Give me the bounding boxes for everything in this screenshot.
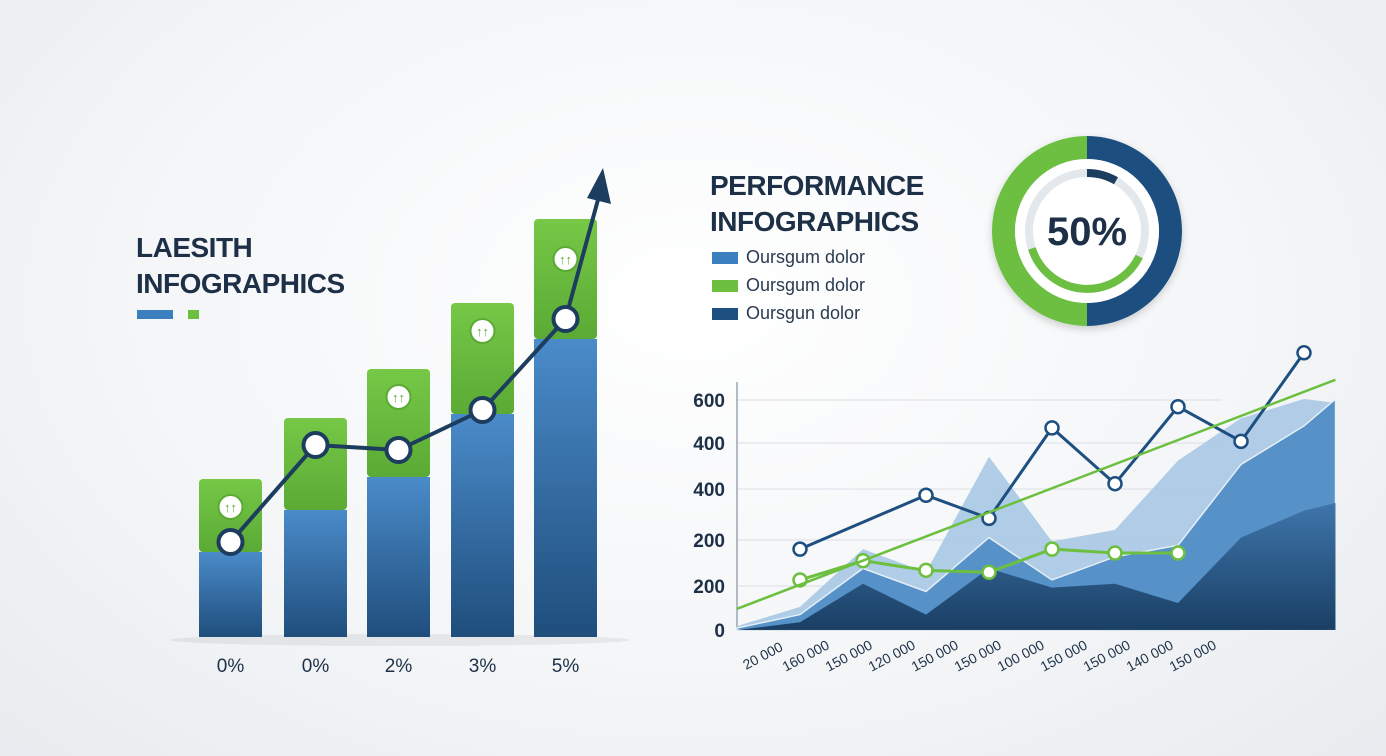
right-title-line-1: PERFORMANCE	[710, 170, 924, 201]
donut-inner-arc-navy	[1086, 169, 1118, 185]
left-bar-chart: ↑↑ 0% 0% ↑↑ 2% ↑↑ 3% ↑↑ 5%	[170, 168, 630, 677]
line-point	[1296, 345, 1312, 361]
line-point	[1044, 420, 1060, 436]
x-tick-label: 0%	[217, 656, 245, 677]
left-title-line-2: INFOGRAPHICS	[136, 268, 345, 299]
trend-point	[301, 431, 330, 459]
x-tick-label: 0%	[302, 656, 330, 677]
legend-swatch	[712, 280, 738, 292]
line-point	[1044, 541, 1060, 557]
trend-point	[468, 396, 497, 424]
donut-segment-navy	[1087, 136, 1182, 326]
y-tick-label: 600	[693, 391, 725, 412]
line-point	[918, 487, 934, 503]
legend-swatch	[712, 252, 738, 264]
x-tick-label: 120 000	[866, 637, 918, 675]
left-chart-title: LAESITH INFOGRAPHICS	[136, 230, 345, 302]
y-tick-label: 400	[693, 480, 725, 501]
x-tick-label: 150 000	[909, 637, 961, 675]
legend-label: Oursgun dolor	[746, 303, 861, 323]
bar-segment-green	[534, 219, 597, 339]
line-point	[1107, 475, 1123, 492]
left-title-line-1: LAESITH	[136, 232, 253, 263]
y-tick-label: 200	[693, 531, 725, 552]
bar-badge-icon	[217, 494, 244, 520]
line-point	[918, 562, 934, 579]
x-tick-label: 140 000	[1124, 637, 1176, 675]
left-legend-swatch-green	[188, 310, 199, 319]
donut-inner-arc-green	[1028, 247, 1143, 293]
x-tick-label: 160 000	[780, 637, 832, 675]
bar-segment-blue	[199, 552, 262, 637]
area-series	[737, 502, 1336, 630]
line-point	[1107, 545, 1123, 561]
donut-center	[1037, 181, 1137, 281]
bar-segment-blue	[367, 477, 430, 637]
line-point	[1233, 433, 1249, 450]
bar-segment-blue	[284, 510, 347, 637]
y-tick-label: 0	[714, 621, 725, 642]
x-tick-label: 100 000	[995, 637, 1047, 675]
trend-point	[216, 528, 245, 556]
x-tick-label: 20 000	[740, 638, 786, 672]
line-point	[1170, 398, 1186, 415]
trend-point	[551, 305, 580, 333]
trend-line	[228, 195, 601, 544]
right-chart-title: PERFORMANCE INFOGRAPHICS	[710, 168, 924, 240]
donut-gauge	[992, 136, 1182, 326]
right-title-line-2: INFOGRAPHICS	[710, 206, 919, 237]
donut-label: 50%	[1047, 210, 1127, 254]
trend-point	[384, 436, 413, 464]
line-series	[736, 378, 1336, 610]
bar-badge-glyph: ↑↑	[392, 390, 405, 405]
legend-swatch	[712, 308, 738, 320]
x-tick-label: 150 000	[952, 637, 1004, 675]
x-tick-label: 3%	[469, 656, 497, 677]
bar-segment-green	[284, 418, 347, 510]
legend-item: Oursgum dolor	[712, 245, 865, 273]
bar-segment-blue	[534, 339, 597, 637]
line-point	[1170, 545, 1186, 561]
x-tick-label: 150 000	[1038, 637, 1090, 675]
line-point	[792, 541, 808, 557]
x-tick-label: 150 000	[1081, 637, 1133, 675]
legend-label: Oursgum dolor	[746, 247, 866, 267]
bar-segment-blue	[451, 414, 514, 637]
bar-badge-icon	[385, 384, 412, 410]
y-tick-label: 200	[693, 577, 725, 598]
x-tick-label: 2%	[385, 656, 413, 677]
area-series	[736, 397, 1337, 631]
bar-badge-glyph: ↑↑	[559, 252, 572, 267]
bar-badge-glyph: ↑↑	[224, 500, 237, 515]
legend-item: Oursgum dolor	[712, 273, 865, 301]
y-tick-label: 400	[693, 434, 725, 455]
bar-badge-glyph: ↑↑	[476, 324, 489, 339]
legend-label: Oursgum dolor	[746, 275, 866, 295]
bar-segment-green	[451, 303, 514, 414]
left-legend-swatch-blue	[137, 310, 173, 319]
x-tick-label: 5%	[552, 656, 580, 677]
x-tick-label: 150 000	[1167, 637, 1219, 675]
donut-segment-green	[992, 136, 1087, 326]
line-series	[799, 351, 1306, 551]
x-tick-label: 150 000	[823, 637, 875, 675]
line-point	[981, 564, 997, 580]
bar-badge-icon	[552, 246, 579, 272]
legend-item: Oursgun dolor	[712, 301, 865, 329]
right-chart-legend: Oursgum dolor Oursgum dolor Oursgun dolor	[712, 245, 865, 329]
bar-badge-icon	[469, 318, 496, 344]
trend-arrow-head	[587, 168, 611, 204]
